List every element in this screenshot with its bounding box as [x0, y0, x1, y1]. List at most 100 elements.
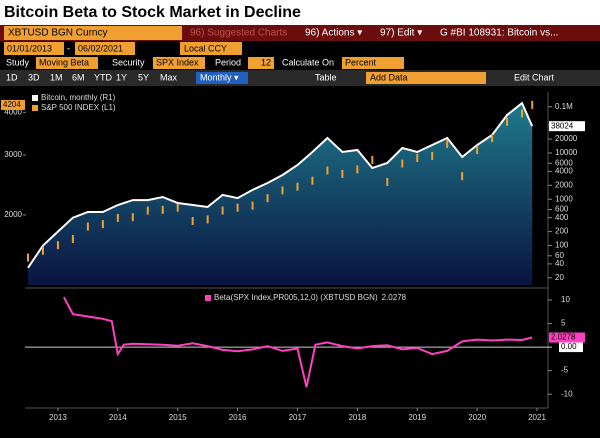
security: XBTUSD BGN Curncy	[8, 28, 107, 39]
range-button[interactable]: 3D	[28, 72, 40, 82]
y2-tick-label: 0.1M	[555, 102, 573, 111]
suggested-button[interactable]: 96) Suggested Charts	[190, 28, 287, 39]
edit-chart-button[interactable]: Edit Chart	[514, 72, 555, 82]
price-bar	[251, 201, 254, 210]
legend-value: 2.0278	[382, 293, 407, 302]
price-bar	[416, 153, 419, 162]
range-button[interactable]: 1M	[50, 72, 63, 82]
y2-tick-label: 4000	[555, 167, 573, 176]
line	[63, 296, 533, 388]
range-button[interactable]: 6M	[72, 72, 85, 82]
y2-tick-label: 20000	[555, 134, 578, 143]
y-tick-label: 5	[561, 319, 566, 328]
y-tick-label: 4000	[4, 107, 22, 116]
y2-tick-label: 60	[555, 251, 564, 260]
price-bar	[176, 203, 179, 212]
area	[28, 103, 533, 285]
price-bar	[41, 246, 44, 255]
frequency-button[interactable]	[196, 72, 248, 84]
range-buttons: 1D 3D 1M 6M YTD 1Y 5Y Max	[6, 72, 178, 82]
x-tick-label: 2015	[169, 413, 187, 422]
currency: Local CCY	[184, 43, 227, 53]
price-bar	[191, 216, 194, 225]
price-bar	[161, 205, 164, 214]
start-field[interactable]	[4, 42, 64, 55]
last-value-label: 4204	[3, 100, 21, 109]
y2-tick-label: 1000	[555, 194, 573, 203]
y2-tick-label: 600	[555, 205, 569, 214]
study-field[interactable]	[36, 57, 98, 69]
range-button[interactable]: YTD	[94, 72, 113, 82]
price-bar	[281, 186, 284, 195]
x-tick-label: 2020	[468, 413, 486, 422]
legend-label: Bitcoin, monthly (R1)	[41, 93, 116, 102]
beta-security: SPX Index	[156, 57, 199, 67]
x-tick-label: 2021	[528, 413, 546, 422]
calc-field[interactable]	[342, 57, 404, 69]
beta-security-field[interactable]	[153, 57, 205, 69]
plot: 2000300040000.1M400002000010000600040002…	[1, 93, 585, 422]
price-bar	[401, 159, 404, 168]
y-tick-label: 10	[561, 295, 570, 304]
range-button[interactable]: 1D	[6, 72, 18, 82]
price-bar	[521, 109, 524, 118]
y2-tick-label: 10000	[555, 148, 578, 157]
x-tick-label: 2017	[289, 413, 307, 422]
price-bar	[206, 215, 209, 224]
last-value-label: 2.0278	[551, 333, 576, 342]
price-bar	[71, 235, 74, 244]
tick-label-box	[559, 342, 583, 353]
price-bar	[296, 182, 299, 191]
last-value-label: 38024	[551, 121, 574, 130]
x-tick-label: 2019	[408, 413, 426, 422]
y2-tick-label: 400	[555, 213, 569, 222]
study-label: Study	[6, 57, 30, 67]
price-bar	[491, 134, 494, 143]
x-tick-label: 2018	[348, 413, 366, 422]
price-bar	[56, 241, 59, 250]
y-tick-label: 2000	[4, 210, 22, 219]
price-bar	[266, 194, 269, 203]
range-button[interactable]: 1Y	[116, 72, 127, 82]
range-button[interactable]: Max	[160, 72, 178, 82]
toolbar-row	[0, 70, 600, 86]
table-button[interactable]: Table	[315, 72, 337, 82]
edit-button[interactable]: 97) Edit ▾	[380, 28, 422, 39]
legend-swatch	[32, 95, 38, 101]
price-bar	[476, 146, 479, 155]
page-title: Bitcoin Beta to Stock Market in Decline	[4, 4, 301, 21]
range-button[interactable]: 5Y	[138, 72, 149, 82]
price-bar	[386, 177, 389, 186]
price-bar	[101, 220, 104, 229]
last-value-box	[549, 121, 585, 132]
x-tick-label: 2016	[229, 413, 247, 422]
price-bar	[311, 176, 314, 185]
price-bar	[431, 151, 434, 160]
y-tick-label: -5	[561, 366, 569, 375]
toolbar-row	[0, 41, 600, 56]
y-tick-label: 3000	[4, 150, 22, 159]
x-tick-label: 2013	[49, 413, 67, 422]
security-field[interactable]	[4, 26, 182, 40]
start-date: 01/01/2013	[7, 43, 52, 53]
price-bar	[116, 213, 119, 222]
actions-button[interactable]: 96) Actions ▾	[305, 28, 362, 39]
price-bar	[341, 169, 344, 178]
currency-field[interactable]	[180, 42, 242, 55]
period-field[interactable]	[248, 57, 274, 69]
legend-swatch	[205, 295, 211, 301]
legend-label: S&P 500 INDEX (L1)	[41, 103, 116, 112]
title-bar	[0, 0, 600, 24]
price-bar	[446, 139, 449, 148]
dash: -	[67, 43, 70, 53]
add-data-field[interactable]	[366, 72, 486, 84]
chart-id: G #BI 108931: Bitcoin vs...	[440, 28, 558, 39]
price-bar	[461, 172, 464, 181]
price-bar	[221, 206, 224, 215]
price-bar	[236, 203, 239, 212]
price-bar	[146, 206, 149, 215]
end-field[interactable]	[75, 42, 135, 55]
study: Moving Beta	[39, 57, 89, 67]
